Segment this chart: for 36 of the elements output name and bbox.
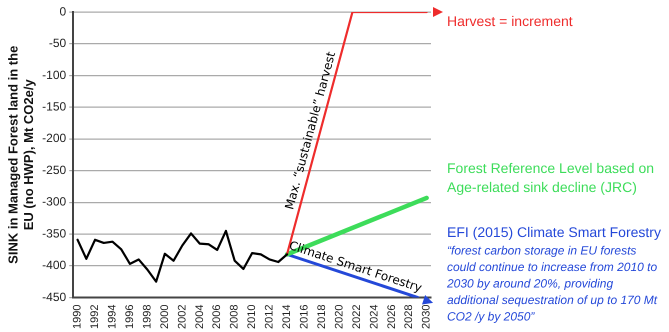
x-tick-label: 1998 [141, 304, 154, 330]
x-tick-label: 1990 [72, 304, 84, 330]
y-tick-label: 0 [60, 4, 67, 18]
x-tick-label: 2026 [386, 304, 398, 330]
series-label: Forest Reference Level based on Age-related sink decline (JRC) [447, 160, 654, 195]
x-tick-label: 1994 [106, 304, 119, 330]
x-tick-label: 2022 [350, 304, 363, 330]
y-tick-label: -50 [48, 36, 67, 50]
x-tick-label: 2024 [368, 304, 380, 330]
x-tick-label: 2008 [228, 304, 241, 330]
x-tick-label: 2020 [333, 304, 346, 330]
y-tick-label: -200 [42, 131, 67, 146]
x-tick-label: 2030 [420, 304, 433, 330]
x-tick-label: 2018 [316, 304, 328, 330]
x-tick-label: 2004 [194, 304, 206, 330]
x-tick-label: 2028 [403, 304, 416, 330]
x-tick-label: 1996 [124, 304, 136, 330]
legend-label: Harvest = increment [447, 12, 573, 29]
x-tick-label: 2012 [264, 304, 276, 330]
y-tick-label: -450 [42, 290, 67, 304]
y-tick-label: -150 [42, 99, 67, 114]
y-tick-label: -400 [42, 258, 67, 272]
x-tick-label: 2006 [211, 304, 224, 330]
x-tick-label: 1992 [89, 304, 102, 330]
y-tick-label: -300 [42, 194, 67, 209]
x-tick-label: 2000 [158, 304, 171, 330]
y-tick-label: -350 [42, 226, 67, 240]
x-tick-label: 2002 [176, 304, 188, 330]
text: EFI (2015) Climate Smart Forestry [447, 224, 661, 240]
y-tick-label: -100 [42, 68, 67, 82]
x-tick-label: 2014 [281, 304, 294, 330]
x-tick-label: 2016 [298, 304, 310, 330]
y-axis-title: SINK in Managed Forest land in the EU (no HWP), Mt CO2e/y [5, 46, 36, 264]
text: “forest carbon storage in EU forests could continue to increase from 2010 to 2030 by around 20%, providing additional sequestration of up to 170 Mt CO2 /y by 2050” [446, 243, 658, 324]
y-tick-label: -250 [42, 162, 67, 177]
x-tick-label: 2010 [246, 304, 258, 330]
